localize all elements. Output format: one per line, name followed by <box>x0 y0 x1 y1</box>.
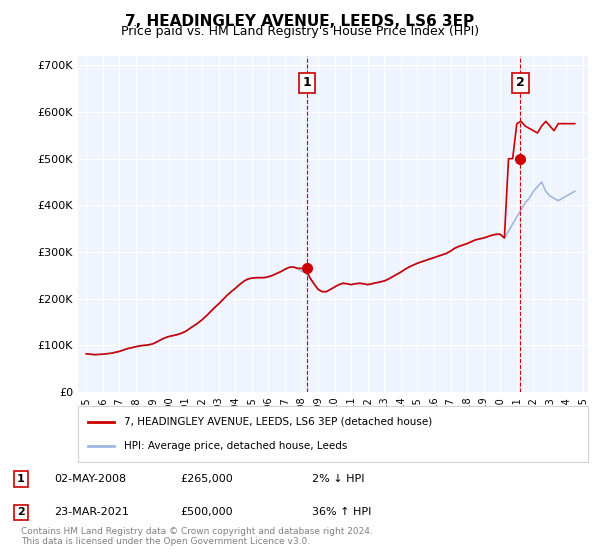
Text: 23-MAR-2021: 23-MAR-2021 <box>54 507 129 517</box>
Text: 7, HEADINGLEY AVENUE, LEEDS, LS6 3EP (detached house): 7, HEADINGLEY AVENUE, LEEDS, LS6 3EP (de… <box>124 417 432 427</box>
Text: HPI: Average price, detached house, Leeds: HPI: Average price, detached house, Leed… <box>124 441 347 451</box>
Text: 02-MAY-2008: 02-MAY-2008 <box>54 474 126 484</box>
Text: 36% ↑ HPI: 36% ↑ HPI <box>312 507 371 517</box>
Text: Price paid vs. HM Land Registry's House Price Index (HPI): Price paid vs. HM Land Registry's House … <box>121 25 479 38</box>
Text: 2: 2 <box>516 76 525 90</box>
Text: £500,000: £500,000 <box>180 507 233 517</box>
Text: 1: 1 <box>17 474 25 484</box>
Text: 2: 2 <box>17 507 25 517</box>
Text: 2% ↓ HPI: 2% ↓ HPI <box>312 474 365 484</box>
Text: £265,000: £265,000 <box>180 474 233 484</box>
Text: Contains HM Land Registry data © Crown copyright and database right 2024.
This d: Contains HM Land Registry data © Crown c… <box>21 526 373 546</box>
Text: 1: 1 <box>302 76 311 90</box>
Text: 7, HEADINGLEY AVENUE, LEEDS, LS6 3EP: 7, HEADINGLEY AVENUE, LEEDS, LS6 3EP <box>125 14 475 29</box>
